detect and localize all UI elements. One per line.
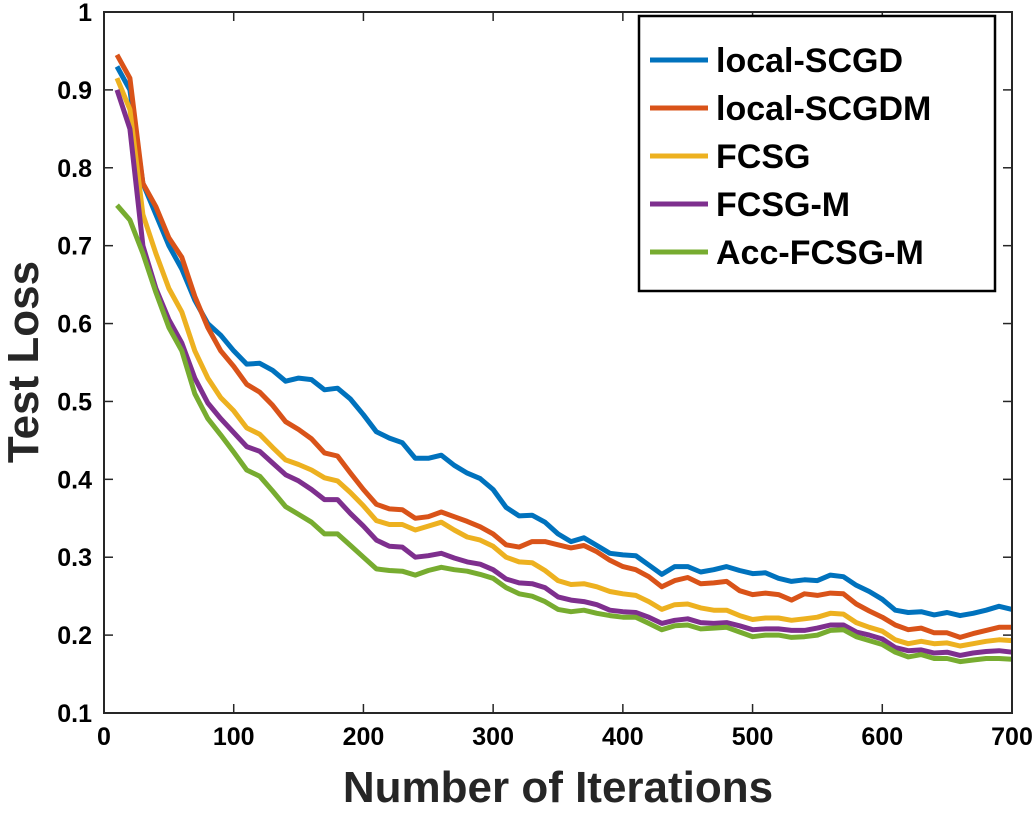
- y-tick-label: 0.9: [57, 77, 92, 105]
- x-tick-label: 300: [472, 723, 514, 751]
- y-tick-label: 0.5: [57, 388, 92, 416]
- x-tick-labels: 0 100 200 300 400 500 600 700: [97, 723, 1033, 751]
- y-tick-label: 0.6: [57, 311, 92, 339]
- series-line-fcsg: [114, 77, 1013, 649]
- x-axis-title: Number of Iterations: [343, 763, 773, 812]
- legend-entries: local-SCGD local-SCGDM FCSG FCSG-M Acc-FCSG-…: [650, 42, 931, 272]
- plot-area: [103, 11, 1013, 714]
- legend-label-local-scgdm: local-SCGDM: [716, 90, 931, 128]
- legend-label-fcsg-m: FCSG-M: [716, 186, 850, 224]
- x-tick-label: 100: [213, 723, 255, 751]
- series-layer: [114, 53, 1013, 665]
- x-tick-label: 500: [732, 723, 774, 751]
- legend-label-local-scgd: local-SCGD: [716, 42, 903, 80]
- y-tick-label: 1: [78, 0, 92, 27]
- y-tick-label: 0.4: [57, 466, 92, 494]
- x-tick-label: 0: [97, 723, 111, 751]
- plot-frame: [103, 11, 1013, 714]
- y-tick-labels: 0.1 0.2 0.3 0.4 0.5 0.6 0.7 0.8 0.9 1: [57, 0, 92, 728]
- x-tick-label: 400: [602, 723, 644, 751]
- legend-label-acc-fcsg-m: Acc-FCSG-M: [716, 234, 924, 272]
- legend-label-fcsg: FCSG: [716, 138, 810, 176]
- y-tick-label: 0.3: [57, 544, 92, 572]
- y-tick-label: 0.1: [57, 700, 92, 728]
- series-line-fcsg-m: [114, 89, 1013, 658]
- y-axis-title: Test Loss: [0, 261, 48, 463]
- x-tick-label: 200: [343, 723, 385, 751]
- legend: local-SCGD local-SCGDM FCSG FCSG-M Acc-FCSG-…: [637, 14, 997, 293]
- series-line-local-scgd: [114, 65, 1013, 619]
- x-tick-label: 600: [861, 723, 903, 751]
- x-tick-label: 700: [991, 723, 1033, 751]
- series-line-local-scgdm: [114, 53, 1012, 640]
- y-tick-label: 0.8: [57, 155, 92, 183]
- y-tick-label: 0.2: [57, 622, 92, 650]
- series-line-acc-fcsg-m: [115, 203, 1013, 665]
- y-tick-label: 0.7: [57, 233, 92, 261]
